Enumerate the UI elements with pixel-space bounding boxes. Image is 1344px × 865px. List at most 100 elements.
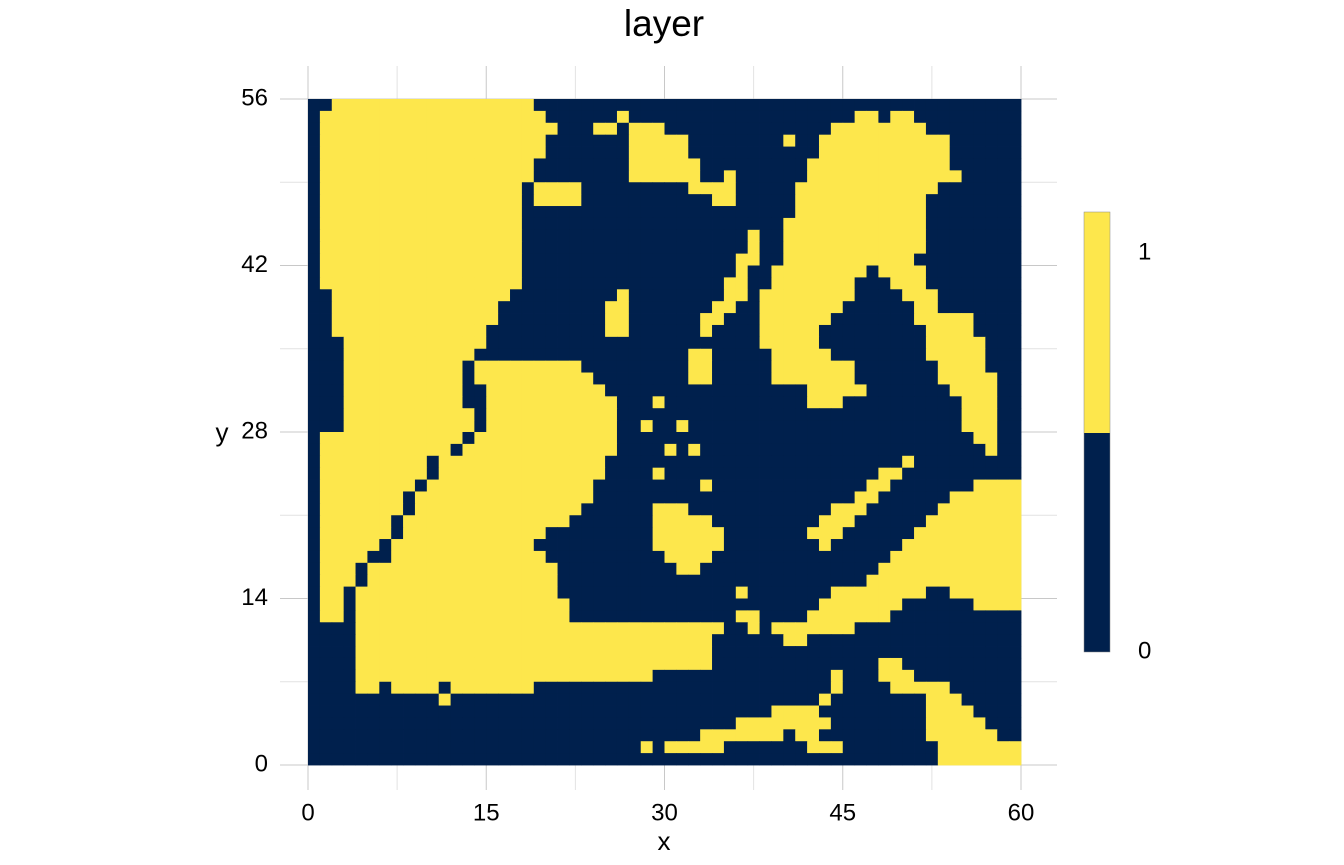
cell	[997, 550, 1010, 564]
cell	[985, 681, 998, 695]
cell	[545, 741, 558, 754]
cell	[486, 206, 499, 219]
cell	[581, 194, 594, 207]
cell	[462, 206, 475, 219]
cell	[438, 99, 451, 112]
cell	[997, 432, 1010, 445]
cell	[343, 479, 356, 492]
cell	[866, 348, 879, 362]
cell	[664, 574, 677, 588]
cell	[902, 574, 915, 588]
cell	[462, 669, 475, 683]
cell	[486, 669, 499, 683]
cell	[616, 194, 630, 207]
cell	[723, 241, 737, 255]
cell	[414, 360, 428, 373]
cell	[949, 99, 962, 112]
cell	[379, 717, 392, 730]
cell	[759, 479, 772, 492]
cell	[676, 741, 689, 754]
cell	[747, 729, 760, 742]
cell	[319, 396, 333, 409]
cell	[403, 372, 416, 385]
cell	[712, 491, 725, 504]
cell	[890, 206, 903, 219]
cell	[700, 657, 713, 671]
cell	[308, 360, 321, 373]
cell	[925, 372, 939, 385]
cell	[616, 384, 630, 397]
cell	[521, 158, 535, 171]
cell	[890, 705, 903, 718]
cell	[616, 646, 630, 659]
cell	[866, 527, 879, 540]
cell	[379, 110, 392, 124]
cell	[700, 669, 713, 683]
cell	[414, 253, 428, 266]
cell	[498, 729, 511, 742]
cell	[961, 110, 974, 124]
cell	[640, 515, 654, 528]
cell	[664, 550, 677, 564]
cell	[391, 360, 404, 373]
cell	[914, 384, 927, 397]
cell	[616, 253, 630, 266]
cell	[640, 384, 654, 397]
cell	[498, 158, 511, 171]
cell	[973, 372, 986, 385]
cell	[997, 753, 1010, 766]
cell	[616, 396, 630, 409]
cell	[783, 741, 796, 754]
cell	[426, 206, 440, 219]
cell	[747, 610, 760, 623]
cell	[890, 217, 903, 231]
cell	[510, 384, 523, 397]
cell	[450, 420, 463, 433]
cell	[795, 206, 808, 219]
cell	[759, 134, 772, 147]
cell	[581, 432, 594, 445]
cell	[640, 562, 654, 576]
cell	[486, 265, 499, 278]
cell	[533, 324, 547, 338]
cell	[521, 527, 535, 540]
cell	[664, 432, 677, 445]
cell	[1009, 122, 1022, 136]
cell	[581, 384, 594, 397]
cell	[414, 408, 428, 421]
cell	[664, 348, 677, 362]
cell	[925, 717, 939, 730]
cell	[474, 110, 487, 124]
cell	[759, 443, 772, 457]
cell	[712, 503, 725, 516]
cell	[308, 717, 321, 730]
cell	[498, 503, 511, 516]
cell	[914, 634, 927, 647]
cell	[783, 443, 796, 457]
cell	[771, 479, 784, 492]
cell	[319, 491, 333, 504]
cell	[569, 182, 582, 195]
cell	[426, 622, 440, 635]
cell	[997, 657, 1010, 671]
cell	[343, 241, 356, 255]
cell	[652, 443, 665, 457]
cell	[652, 527, 665, 540]
cell	[640, 182, 654, 195]
cell	[367, 527, 380, 540]
cell	[1009, 681, 1022, 695]
cell	[759, 360, 772, 373]
cell	[391, 634, 404, 647]
cell	[676, 158, 689, 171]
cell	[997, 574, 1010, 588]
cell	[438, 134, 451, 147]
cell	[319, 110, 333, 124]
cell	[533, 646, 547, 659]
cell	[426, 443, 440, 457]
cell	[533, 753, 547, 766]
cell	[581, 574, 594, 588]
cell	[593, 217, 606, 231]
cell	[818, 408, 832, 421]
cell	[450, 289, 463, 302]
cell	[842, 634, 856, 647]
